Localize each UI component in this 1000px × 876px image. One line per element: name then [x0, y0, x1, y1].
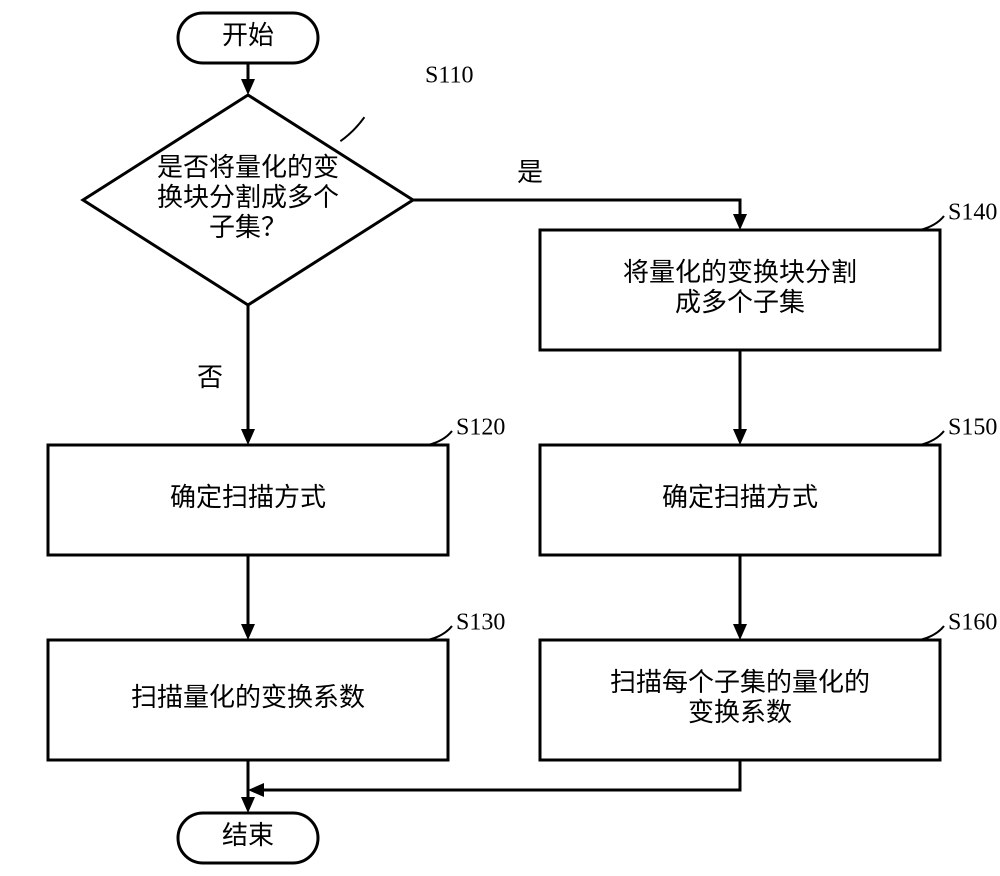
p_s140-text-0: 将量化的变换块分割	[623, 258, 857, 287]
end-text-0: 结束	[222, 821, 274, 850]
edge-2	[413, 200, 740, 216]
edge-2-label: 是	[517, 158, 543, 187]
p_s120-text-0: 确定扫描方式	[170, 483, 326, 512]
d_s110-text-0: 是否将量化的变	[157, 153, 339, 182]
p_s160-text-0: 扫描每个子集的量化的	[610, 668, 870, 697]
p_s160-corner-tick	[920, 626, 944, 640]
p_s160-step-label: S160	[948, 610, 997, 636]
p_s150-corner-tick	[920, 431, 944, 445]
p_s120-step-label: S120	[456, 415, 505, 441]
start-text-0: 开始	[222, 21, 274, 50]
p_s140-corner-tick	[920, 216, 944, 230]
d_s110-text-2: 子集？	[209, 213, 287, 242]
p_s140-step-label: S140	[948, 200, 997, 226]
p_s160-text-1: 变换系数	[688, 698, 792, 727]
edge-1-label: 否	[197, 363, 223, 392]
p_s150-step-label: S150	[948, 415, 997, 441]
p_s150-text-0: 确定扫描方式	[662, 483, 818, 512]
p_s130-step-label: S130	[456, 610, 505, 636]
p_s120-corner-tick	[428, 431, 452, 445]
d_s110-text-1: 换块分割成多个	[157, 183, 339, 212]
p_s130-corner-tick	[428, 626, 452, 640]
p_s140-text-1: 成多个子集	[675, 288, 805, 317]
d_s110-corner-tick	[340, 117, 364, 141]
p_s130-text-0: 扫描量化的变换系数	[131, 683, 365, 712]
d_s110-step-label: S110	[425, 63, 473, 89]
edge-7	[262, 760, 740, 790]
